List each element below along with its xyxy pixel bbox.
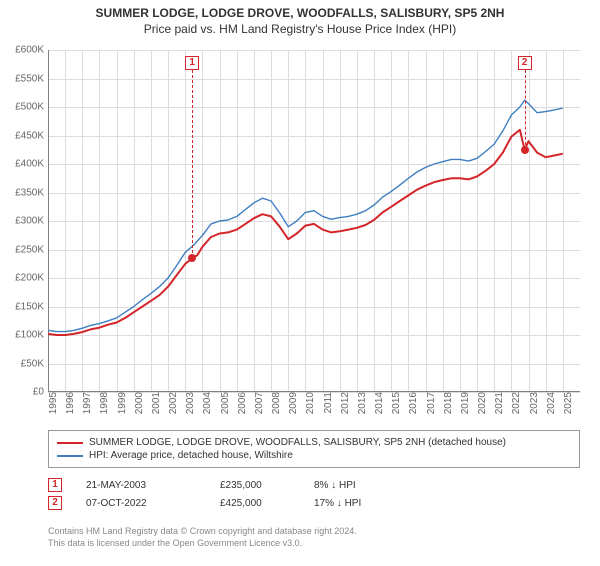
event-row: 1 21-MAY-2003 £235,000 8% ↓ HPI — [48, 478, 414, 492]
y-axis-tick-label: £550K — [15, 73, 48, 84]
event-marker-dot — [188, 254, 196, 262]
event-row: 2 07-OCT-2022 £425,000 17% ↓ HPI — [48, 496, 414, 510]
legend-swatch — [57, 442, 83, 444]
x-axis-tick-label: 2010 — [301, 392, 316, 414]
y-axis-tick-label: £400K — [15, 159, 48, 170]
x-axis-tick-label: 2021 — [490, 392, 505, 414]
legend-label: HPI: Average price, detached house, Wilt… — [89, 450, 293, 461]
event-marker-box: 1 — [185, 56, 199, 70]
y-axis-tick-label: £200K — [15, 273, 48, 284]
x-axis-tick-label: 1996 — [61, 392, 76, 414]
x-axis-tick-label: 2022 — [507, 392, 522, 414]
x-axis-tick-label: 1997 — [78, 392, 93, 414]
x-axis-tick-label: 2016 — [404, 392, 419, 414]
chart-title-line1: SUMMER LODGE, LODGE DROVE, WOODFALLS, SA… — [0, 6, 600, 20]
legend-row: HPI: Average price, detached house, Wilt… — [57, 450, 571, 461]
event-marker-dot — [521, 146, 529, 154]
series-svg — [48, 50, 580, 392]
x-axis-tick-label: 2000 — [130, 392, 145, 414]
event-row-date: 07-OCT-2022 — [86, 498, 196, 509]
event-row-marker: 1 — [48, 478, 62, 492]
x-axis-tick-label: 2008 — [267, 392, 282, 414]
chart-plot-area: £0£50K£100K£150K£200K£250K£300K£350K£400… — [48, 50, 580, 392]
x-axis-tick-label: 1998 — [95, 392, 110, 414]
y-axis-tick-label: £450K — [15, 130, 48, 141]
y-axis-tick-label: £50K — [21, 358, 48, 369]
x-axis-tick-label: 2006 — [233, 392, 248, 414]
event-row-diff: 17% ↓ HPI — [314, 498, 414, 509]
x-axis-tick-label: 2019 — [456, 392, 471, 414]
x-axis-tick-label: 1995 — [44, 392, 59, 414]
y-axis-tick-label: £100K — [15, 330, 48, 341]
events-table: 1 21-MAY-2003 £235,000 8% ↓ HPI 2 07-OCT-2022… — [48, 474, 414, 514]
x-axis-tick-label: 2012 — [336, 392, 351, 414]
event-marker-line — [525, 70, 526, 150]
x-axis-tick-label: 2003 — [181, 392, 196, 414]
chart-legend: SUMMER LODGE, LODGE DROVE, WOODFALLS, SA… — [48, 430, 580, 468]
x-axis-tick-label: 2017 — [422, 392, 437, 414]
x-axis-tick-label: 2009 — [284, 392, 299, 414]
x-axis-tick-label: 2025 — [559, 392, 574, 414]
x-axis-tick-label: 2024 — [542, 392, 557, 414]
series-line-hpi — [48, 100, 563, 331]
x-axis-tick-label: 2018 — [439, 392, 454, 414]
y-axis-tick-label: £350K — [15, 187, 48, 198]
y-axis-tick-label: £250K — [15, 244, 48, 255]
x-axis-tick-label: 2011 — [319, 392, 334, 414]
x-axis-tick-label: 2015 — [387, 392, 402, 414]
event-marker-box: 2 — [518, 56, 532, 70]
y-axis-tick-label: £600K — [15, 45, 48, 56]
y-axis-tick-label: £150K — [15, 301, 48, 312]
x-axis-tick-label: 2002 — [164, 392, 179, 414]
x-axis-tick-label: 2014 — [370, 392, 385, 414]
x-axis-tick-label: 2005 — [216, 392, 231, 414]
event-row-marker: 2 — [48, 496, 62, 510]
event-row-diff: 8% ↓ HPI — [314, 480, 414, 491]
footer-attribution: Contains HM Land Registry data © Crown c… — [48, 526, 357, 549]
legend-swatch — [57, 455, 83, 457]
x-axis-tick-label: 2007 — [250, 392, 265, 414]
legend-row: SUMMER LODGE, LODGE DROVE, WOODFALLS, SA… — [57, 437, 571, 448]
series-line-property — [48, 130, 563, 335]
x-axis-tick-label: 1999 — [113, 392, 128, 414]
event-row-price: £425,000 — [220, 498, 290, 509]
y-axis-tick-label: £300K — [15, 216, 48, 227]
y-axis-tick-label: £500K — [15, 102, 48, 113]
x-axis-tick-label: 2013 — [353, 392, 368, 414]
event-row-date: 21-MAY-2003 — [86, 480, 196, 491]
chart-title-line2: Price paid vs. HM Land Registry's House … — [0, 22, 600, 36]
x-axis-tick-label: 2001 — [147, 392, 162, 414]
x-axis-tick-label: 2020 — [473, 392, 488, 414]
footer-line1: Contains HM Land Registry data © Crown c… — [48, 526, 357, 538]
footer-line2: This data is licensed under the Open Gov… — [48, 538, 357, 550]
x-axis-tick-label: 2004 — [198, 392, 213, 414]
legend-label: SUMMER LODGE, LODGE DROVE, WOODFALLS, SA… — [89, 437, 506, 448]
event-row-price: £235,000 — [220, 480, 290, 491]
event-marker-line — [192, 70, 193, 258]
x-axis-tick-label: 2023 — [525, 392, 540, 414]
